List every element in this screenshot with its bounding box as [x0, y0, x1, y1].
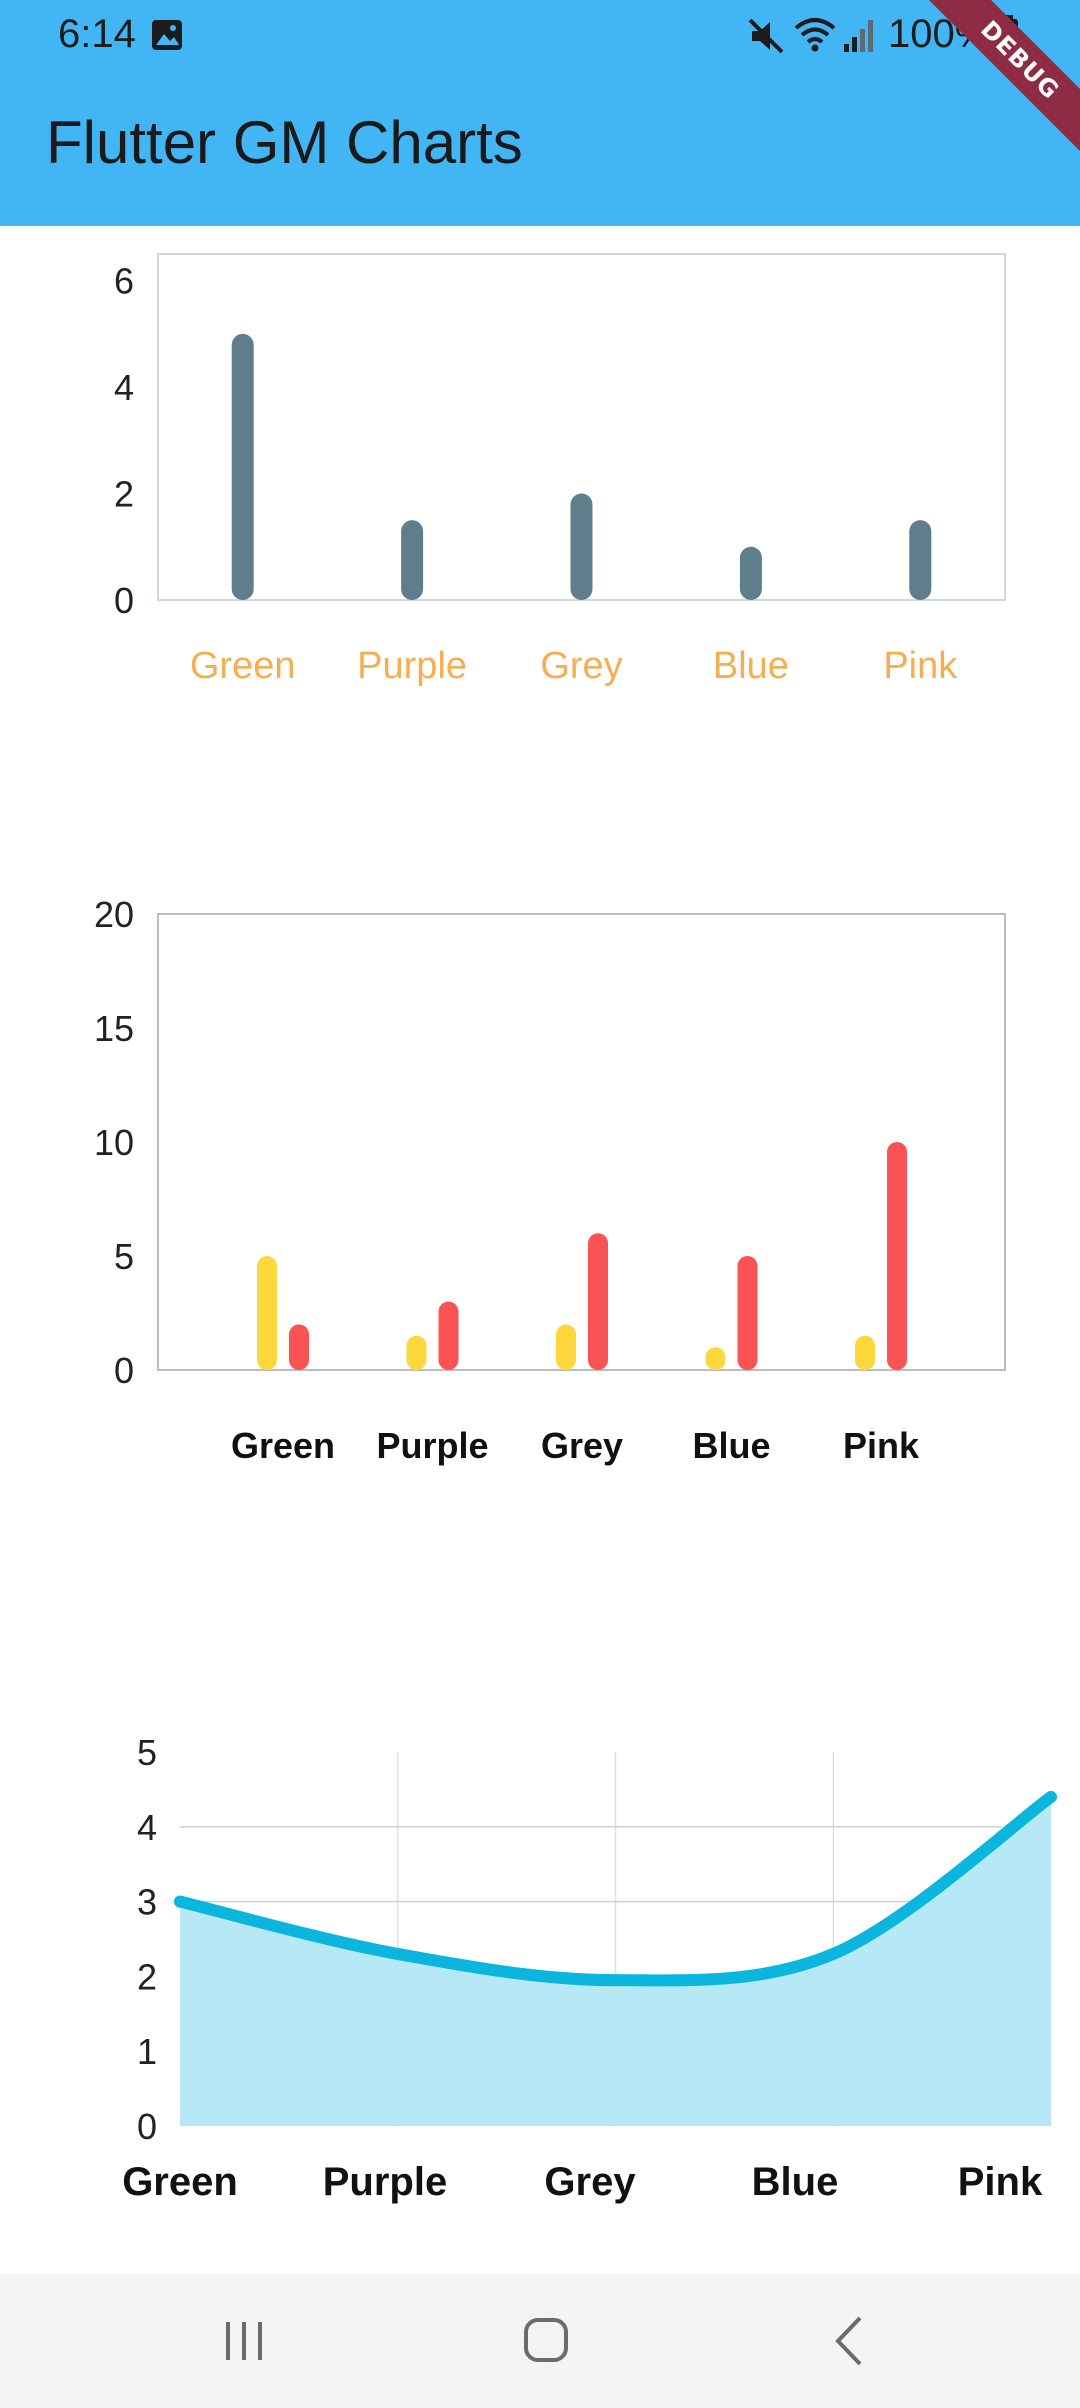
debug-banner: DEBUG	[920, 0, 1080, 160]
chart1-x-label: Green	[190, 645, 296, 687]
status-time: 6:14	[58, 12, 136, 56]
chart2-x-label: Grey	[541, 1425, 623, 1466]
chart1-y-tick: 0	[114, 580, 134, 621]
chart2-bar	[737, 1256, 758, 1370]
chart2-x-label: Purple	[376, 1425, 488, 1466]
chart3-y-tick: 1	[137, 2031, 157, 2072]
chart2-y-tick: 0	[114, 1350, 134, 1391]
chart2-x-label: Pink	[843, 1425, 920, 1466]
chart2-y-tick: 20	[94, 894, 134, 935]
recent-apps-icon[interactable]	[184, 2274, 304, 2408]
chart2-bar	[588, 1233, 608, 1370]
chart1-bar	[570, 493, 593, 600]
chart3-x-label: Green	[122, 2160, 238, 2204]
wifi-icon	[794, 18, 836, 52]
area-chart: 0 1 2 3 4 5 Green Purple Grey Blue Pink	[122, 1732, 1057, 2204]
app-title: Flutter GM Charts	[46, 109, 523, 176]
chart2-y-tick: 5	[114, 1236, 134, 1277]
chart2-bar	[556, 1324, 576, 1370]
chart3-y-tick: 2	[137, 1956, 157, 1997]
chart3-line	[174, 1790, 1057, 1987]
signal-icon	[844, 20, 873, 52]
chart2-y-tick: 10	[94, 1122, 134, 1163]
chart1-y-tick: 6	[114, 261, 134, 302]
chart2-bar	[257, 1256, 277, 1370]
bar-chart-grouped: 0 5 10 15 20 Green Purple Grey Blue Pink	[94, 894, 1006, 1466]
chart2-bar	[887, 1142, 907, 1370]
chart1-x-label: Blue	[713, 645, 789, 687]
chart2-bar	[705, 1347, 726, 1370]
chart2-bar	[438, 1301, 459, 1370]
chart3-x-label: Grey	[544, 2160, 636, 2204]
chart1-bar	[739, 546, 762, 600]
chart2-x-label: Green	[231, 1425, 335, 1466]
chart1-y-tick: 4	[114, 367, 134, 408]
chart2-y-tick: 15	[94, 1008, 134, 1049]
gallery-icon	[152, 20, 182, 50]
chart3-area	[180, 1796, 1051, 2126]
chart1-bar	[909, 520, 932, 600]
debug-banner-label: DEBUG	[920, 0, 1080, 160]
chart3-x-label: Blue	[752, 2160, 839, 2204]
mute-icon	[748, 18, 784, 54]
chart3-point	[174, 1895, 186, 1908]
navigation-bar	[0, 2274, 1080, 2408]
chart1-x-label: Pink	[883, 645, 958, 687]
chart3-x-label: Purple	[323, 2160, 447, 2204]
chart1-x-label: Grey	[540, 645, 622, 687]
chart3-y-tick: 4	[137, 1807, 157, 1848]
chart2-bar	[406, 1335, 427, 1370]
chart3-y-tick: 5	[137, 1732, 157, 1773]
chart1-x-label: Purple	[357, 645, 467, 687]
bar-chart-single: 0 2 4 6 Green Purple Grey Blue Pink	[114, 253, 1006, 687]
chart3-y-tick: 0	[137, 2106, 157, 2147]
chart2-bar	[289, 1324, 309, 1370]
chart3-x-label: Pink	[958, 2160, 1043, 2204]
home-icon[interactable]	[486, 2274, 606, 2408]
chart2-x-label: Blue	[692, 1425, 770, 1466]
chart1-bar	[231, 333, 254, 600]
chart1-bar	[401, 520, 424, 600]
chart1-y-tick: 2	[114, 474, 134, 515]
back-icon[interactable]	[788, 2274, 908, 2408]
chart2-bar	[855, 1335, 875, 1370]
chart2-frame	[157, 913, 1006, 1371]
chart3-y-tick: 3	[137, 1882, 157, 1923]
app-bar: 6:14 100% Flutter GM Charts	[0, 0, 1080, 226]
